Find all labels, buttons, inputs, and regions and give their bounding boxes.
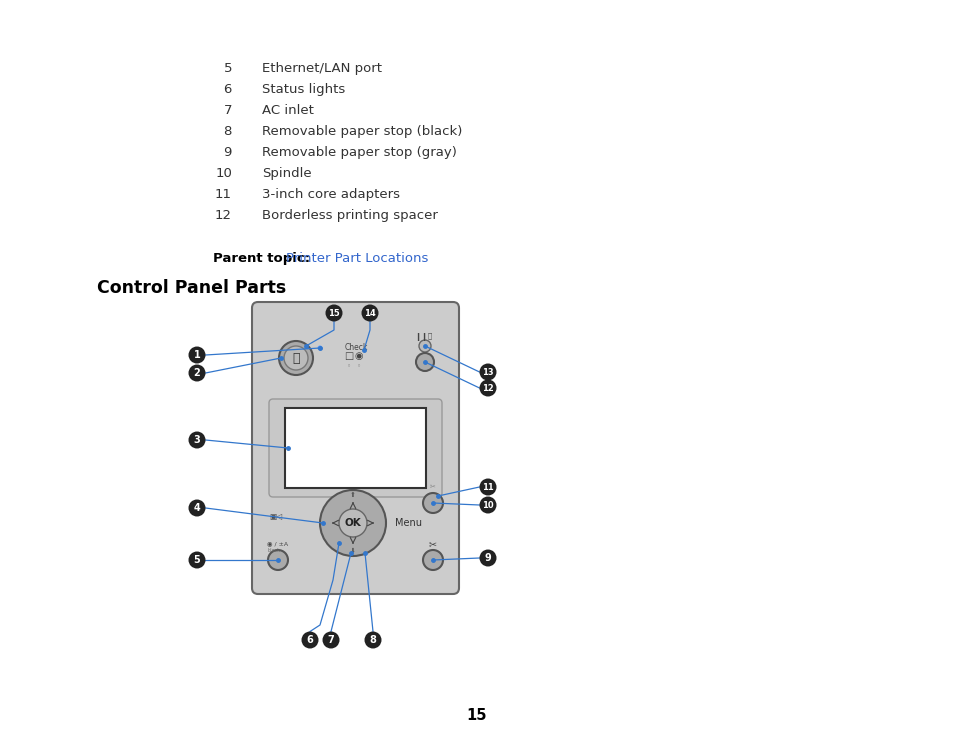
Text: ❙❙: ❙❙: [414, 331, 428, 340]
Text: ✂: ✂: [429, 539, 436, 549]
FancyBboxPatch shape: [252, 302, 458, 594]
Text: Menu: Menu: [395, 518, 421, 528]
Text: Borderless printing spacer: Borderless printing spacer: [262, 209, 437, 221]
Circle shape: [479, 379, 496, 396]
Text: 8: 8: [223, 125, 232, 137]
Text: 10: 10: [481, 500, 494, 509]
Text: ◉ / ±A: ◉ / ±A: [267, 542, 288, 547]
Bar: [285, 408, 426, 488]
Text: 3-inch core adapters: 3-inch core adapters: [262, 187, 399, 201]
Text: 12: 12: [481, 384, 494, 393]
Text: Spindle: Spindle: [262, 167, 312, 179]
Text: 6: 6: [223, 83, 232, 95]
Circle shape: [422, 550, 442, 570]
Circle shape: [479, 364, 496, 381]
Text: 1: 1: [193, 350, 200, 360]
Circle shape: [322, 632, 339, 649]
Text: 13: 13: [481, 368, 494, 376]
Text: □: □: [344, 351, 354, 361]
Text: OK: OK: [344, 518, 361, 528]
Text: AC inlet: AC inlet: [262, 103, 314, 117]
Text: Control Panel Parts: Control Panel Parts: [97, 279, 286, 297]
Text: Parent topic:: Parent topic:: [213, 252, 310, 264]
Circle shape: [319, 490, 386, 556]
Text: 9: 9: [484, 553, 491, 563]
Circle shape: [422, 493, 442, 513]
Text: 2: 2: [193, 368, 200, 378]
Circle shape: [479, 550, 496, 567]
Text: ▣◁: ▣◁: [269, 511, 282, 520]
Circle shape: [317, 345, 322, 351]
Text: ⬆: ⬆: [350, 492, 355, 498]
Text: 7: 7: [223, 103, 232, 117]
Circle shape: [364, 632, 381, 649]
Circle shape: [301, 632, 318, 649]
Text: 14: 14: [364, 308, 375, 317]
FancyBboxPatch shape: [269, 399, 441, 497]
Text: Check: Check: [344, 342, 367, 351]
Text: ◉: ◉: [355, 351, 363, 361]
Text: Removable paper stop (black): Removable paper stop (black): [262, 125, 462, 137]
Text: 5: 5: [193, 555, 200, 565]
Circle shape: [361, 305, 378, 322]
Text: 15: 15: [328, 308, 339, 317]
Text: 8: 8: [369, 635, 376, 645]
Circle shape: [338, 509, 367, 537]
Text: ◦: ◦: [356, 363, 360, 369]
Text: ⬇: ⬇: [350, 548, 355, 554]
Text: 12: 12: [214, 209, 232, 221]
Text: ◦: ◦: [347, 363, 351, 369]
Text: ⏻: ⏻: [292, 351, 299, 365]
Circle shape: [418, 340, 431, 352]
Circle shape: [268, 550, 288, 570]
Text: Printer Part Locations: Printer Part Locations: [286, 252, 428, 264]
Text: 3: 3: [193, 435, 200, 445]
Text: Removable paper stop (gray): Removable paper stop (gray): [262, 145, 456, 159]
Text: 9: 9: [223, 145, 232, 159]
Circle shape: [278, 341, 313, 375]
Text: 🗑: 🗑: [428, 333, 432, 339]
Circle shape: [189, 500, 205, 517]
Text: 7: 7: [327, 635, 334, 645]
Circle shape: [416, 353, 434, 371]
Circle shape: [284, 346, 308, 370]
Circle shape: [325, 305, 342, 322]
Text: 4: 4: [193, 503, 200, 513]
Text: 11: 11: [481, 483, 494, 492]
Text: 10: 10: [214, 167, 232, 179]
Circle shape: [189, 365, 205, 382]
Circle shape: [189, 432, 205, 449]
Text: Status lights: Status lights: [262, 83, 345, 95]
Text: 11: 11: [214, 187, 232, 201]
Circle shape: [479, 478, 496, 495]
Circle shape: [479, 497, 496, 514]
Text: 6: 6: [306, 635, 313, 645]
Text: black: black: [267, 548, 280, 553]
Circle shape: [189, 551, 205, 568]
Circle shape: [189, 347, 205, 364]
Text: Ethernet/LAN port: Ethernet/LAN port: [262, 61, 381, 75]
Text: 15: 15: [466, 708, 487, 723]
Text: ✂: ✂: [430, 484, 436, 490]
Text: 5: 5: [223, 61, 232, 75]
